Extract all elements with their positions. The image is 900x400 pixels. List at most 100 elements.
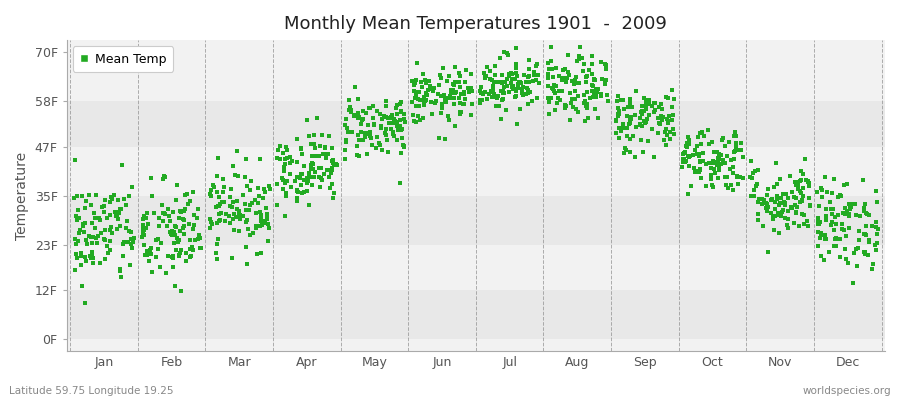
Point xyxy=(720,153,734,159)
Point xyxy=(176,225,191,232)
Point xyxy=(179,258,194,264)
Point xyxy=(843,204,858,210)
Point xyxy=(560,75,574,82)
Point xyxy=(570,58,584,64)
Point xyxy=(768,213,782,219)
Point xyxy=(788,202,802,208)
Point xyxy=(526,69,541,75)
Point xyxy=(84,254,98,261)
Point xyxy=(550,100,564,106)
Point xyxy=(351,110,365,116)
Point xyxy=(706,149,721,155)
Point xyxy=(365,115,380,122)
Point xyxy=(251,185,266,191)
Point xyxy=(216,189,230,196)
Point xyxy=(453,73,467,80)
Point xyxy=(683,183,698,190)
Point xyxy=(734,140,749,146)
Point xyxy=(284,158,299,164)
Point xyxy=(186,247,201,254)
Point xyxy=(531,72,545,78)
Point xyxy=(501,73,516,79)
Point xyxy=(497,49,511,56)
Point xyxy=(162,213,176,220)
Point xyxy=(868,241,882,248)
Point xyxy=(176,217,191,223)
Point xyxy=(77,220,92,226)
Point xyxy=(635,123,650,130)
Point xyxy=(157,209,171,216)
Point xyxy=(122,228,136,234)
Point xyxy=(504,70,518,76)
Point xyxy=(80,241,94,248)
Point xyxy=(526,78,540,84)
Point xyxy=(117,195,131,202)
Point xyxy=(288,178,302,184)
Point xyxy=(796,212,811,218)
Point xyxy=(587,76,601,82)
Point xyxy=(727,149,742,155)
Point xyxy=(443,93,457,100)
Point xyxy=(447,82,462,88)
Point xyxy=(435,105,449,112)
Point xyxy=(434,93,448,100)
Point xyxy=(184,246,198,253)
Point xyxy=(622,136,636,142)
Point xyxy=(224,185,238,192)
Point xyxy=(305,160,320,166)
Point xyxy=(558,105,572,111)
Point xyxy=(144,193,158,199)
Point xyxy=(626,133,640,139)
Point xyxy=(783,173,797,180)
Point xyxy=(165,232,179,238)
Point xyxy=(339,138,354,145)
Point xyxy=(609,98,624,104)
Point xyxy=(677,150,691,156)
Point xyxy=(143,250,157,257)
Point xyxy=(356,116,371,122)
Point xyxy=(147,210,161,217)
Point xyxy=(71,207,86,213)
Point xyxy=(223,194,238,200)
Point xyxy=(720,174,734,180)
Point xyxy=(586,83,600,90)
Point xyxy=(521,57,535,64)
Point xyxy=(778,199,792,205)
Point xyxy=(567,81,581,87)
Point xyxy=(696,150,710,156)
Point xyxy=(324,167,338,174)
Point xyxy=(284,184,299,191)
Point xyxy=(253,223,267,230)
Point xyxy=(100,242,114,249)
Point xyxy=(179,250,194,256)
Point xyxy=(610,111,625,117)
Point xyxy=(204,187,219,194)
Point xyxy=(771,202,786,208)
Point xyxy=(525,98,539,104)
Point xyxy=(730,172,744,179)
Point xyxy=(747,193,761,199)
Point xyxy=(837,182,851,188)
Point xyxy=(495,97,509,103)
Point xyxy=(743,193,758,199)
Point xyxy=(542,99,556,105)
Point xyxy=(166,229,181,236)
Point xyxy=(505,71,519,77)
Point xyxy=(659,94,673,100)
Point xyxy=(716,157,730,164)
Point xyxy=(73,262,87,268)
Point xyxy=(173,208,187,214)
Point xyxy=(611,112,625,119)
Point xyxy=(394,108,409,115)
Point xyxy=(248,222,263,229)
Point xyxy=(599,92,614,98)
Point xyxy=(698,183,713,189)
Point xyxy=(355,117,369,123)
Point xyxy=(686,152,700,158)
Point xyxy=(318,144,332,150)
Point xyxy=(496,90,510,96)
Point xyxy=(562,116,577,123)
Point xyxy=(587,76,601,83)
Point xyxy=(793,178,807,184)
Point xyxy=(763,196,778,203)
